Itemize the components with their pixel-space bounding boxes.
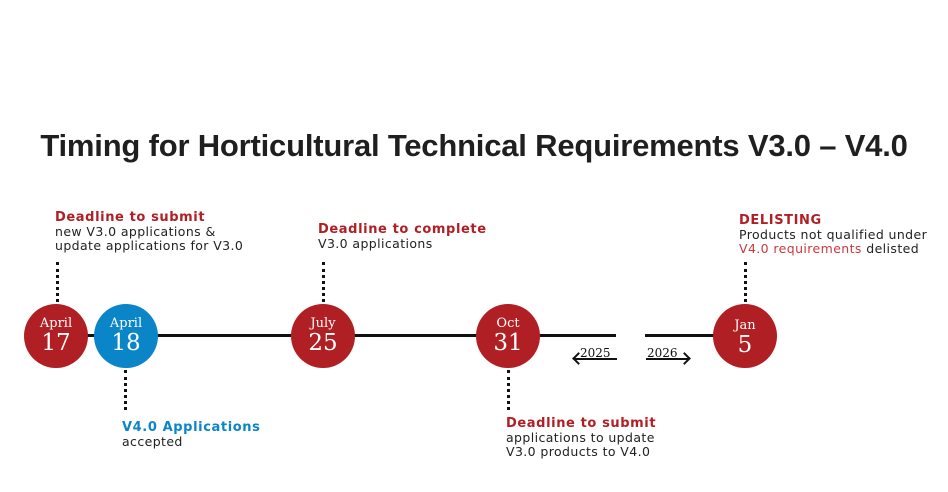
note-heading: Deadline to submit: [506, 416, 657, 431]
year-label-2026: 2026: [647, 346, 678, 360]
note-line: applications to update: [506, 430, 655, 445]
note-jan-5: DELISTING Products not qualified under V…: [739, 214, 927, 256]
note-line: new V3.0 applications &: [55, 224, 216, 239]
date-circle-april-18: April 18: [94, 304, 158, 368]
month: April: [109, 316, 143, 331]
note-heading: V4.0 Applications: [122, 420, 261, 435]
connector-april-18: [124, 370, 127, 410]
date-circle-jan-5: Jan 5: [713, 304, 777, 368]
timeline-line-2026: [645, 334, 745, 337]
day: 18: [111, 330, 141, 356]
note-line: delisted: [861, 241, 920, 256]
date-circle-oct-31: Oct 31: [476, 304, 540, 368]
note-line: V3.0 products to V4.0: [506, 444, 651, 459]
note-highlight: V4.0 requirements: [739, 241, 862, 256]
year-label-2025: 2025: [580, 346, 611, 360]
month: July: [310, 316, 336, 331]
note-line: accepted: [122, 434, 183, 449]
month: April: [39, 316, 73, 331]
date-circle-april-17: April 17: [24, 304, 88, 368]
note-heading: Deadline to submit: [55, 210, 206, 225]
note-april-18: V4.0 Applications accepted: [122, 421, 260, 449]
day: 17: [41, 330, 71, 356]
page-title: Timing for Horticultural Technical Requi…: [40, 128, 908, 163]
arrow-right-icon: [646, 358, 688, 360]
date-circle-july-25: July 25: [291, 304, 355, 368]
arrow-left-icon: [575, 358, 617, 360]
connector-oct-31: [507, 370, 510, 410]
note-april-17: Deadline to submit new V3.0 applications…: [55, 211, 243, 253]
day: 5: [737, 332, 753, 358]
note-heading: DELISTING: [739, 213, 822, 228]
note-heading: Deadline to complete: [318, 222, 487, 237]
month: Jan: [734, 318, 756, 333]
note-line: update applications for V3.0: [55, 238, 244, 253]
day: 25: [308, 330, 338, 356]
connector-july-25: [322, 262, 325, 302]
note-oct-31: Deadline to submit applications to updat…: [506, 417, 656, 459]
connector-april-17: [56, 262, 59, 302]
month: Oct: [496, 316, 520, 331]
connector-jan-5: [744, 262, 747, 302]
note-line: Products not qualified under: [739, 227, 928, 242]
day: 31: [493, 330, 523, 356]
note-line: V3.0 applications: [318, 236, 433, 251]
note-july-25: Deadline to complete V3.0 applications: [318, 223, 487, 251]
